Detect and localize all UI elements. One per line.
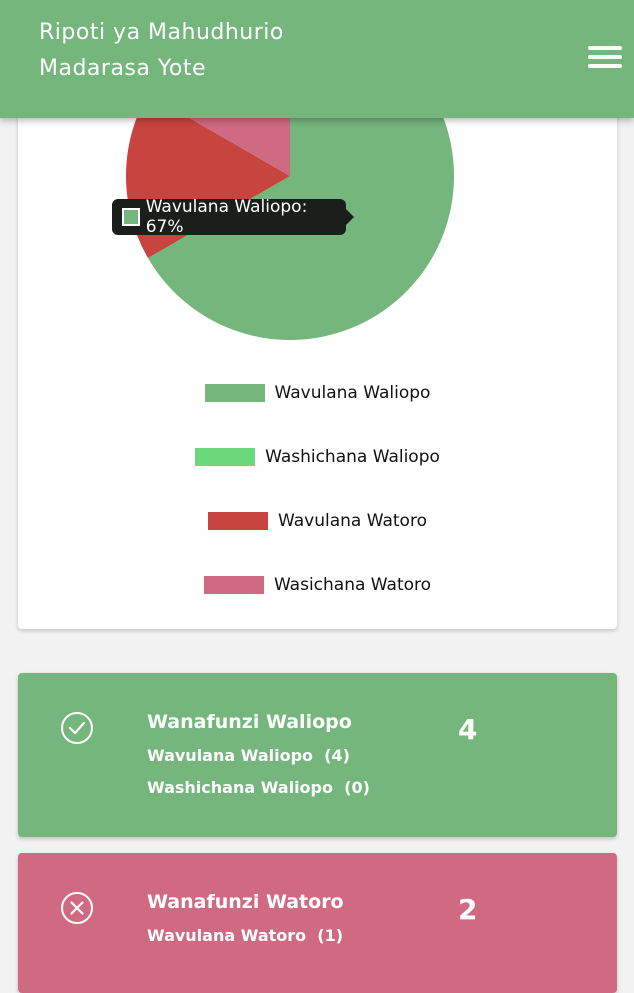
boys-present-line: Wavulana Waliopo (4)	[147, 746, 350, 765]
legend-item-girls-present[interactable]: Washichana Waliopo	[18, 446, 617, 468]
page-subtitle: Madarasa Yote	[39, 56, 207, 81]
legend-swatch	[203, 576, 264, 594]
slice-girls-absent[interactable]	[148, 100, 290, 176]
hamburger-menu-icon[interactable]	[588, 46, 622, 72]
legend-swatch	[204, 384, 265, 402]
absent-title: Wanafunzi Watoro	[147, 891, 344, 913]
tooltip-text: Wavulana Waliopo: 67%	[145, 197, 308, 237]
page-title: Ripoti ya Mahudhurio	[39, 20, 284, 45]
legend-label: Wavulana Watoro	[278, 511, 427, 531]
absent-count: 2	[458, 893, 478, 926]
legend-swatch	[195, 448, 256, 466]
present-students-card[interactable]: Wanafunzi Waliopo Wavulana Waliopo (4) W…	[18, 673, 617, 837]
legend-label: Washichana Waliopo	[265, 447, 440, 467]
present-title: Wanafunzi Waliopo	[147, 711, 352, 733]
attendance-chart-card: Wavulana Waliopo: 67% Wavulana Waliopo W…	[18, 100, 617, 629]
app-header: Ripoti ya Mahudhurio Madarasa Yote	[0, 0, 634, 118]
legend-swatch	[208, 512, 269, 530]
boys-absent-line: Wavulana Watoro (1)	[147, 926, 344, 945]
present-count: 4	[458, 713, 478, 746]
legend-label: Wasichana Watoro	[273, 575, 432, 595]
pie-chart	[126, 100, 454, 340]
legend-item-boys-present[interactable]: Wavulana Waliopo	[18, 382, 617, 404]
x-circle-icon	[61, 892, 93, 924]
legend-item-girls-absent[interactable]: Wasichana Watoro	[18, 574, 617, 596]
check-circle-icon	[61, 712, 93, 744]
absent-students-card[interactable]: Wanafunzi Watoro Wavulana Watoro (1) 2	[18, 853, 617, 993]
girls-present-line: Washichana Waliopo (0)	[147, 778, 370, 797]
legend-label: Wavulana Waliopo	[274, 383, 431, 403]
chart-tooltip: Wavulana Waliopo: 67%	[112, 197, 354, 237]
legend-item-boys-absent[interactable]: Wavulana Watoro	[18, 510, 617, 532]
tooltip-swatch	[122, 208, 140, 226]
